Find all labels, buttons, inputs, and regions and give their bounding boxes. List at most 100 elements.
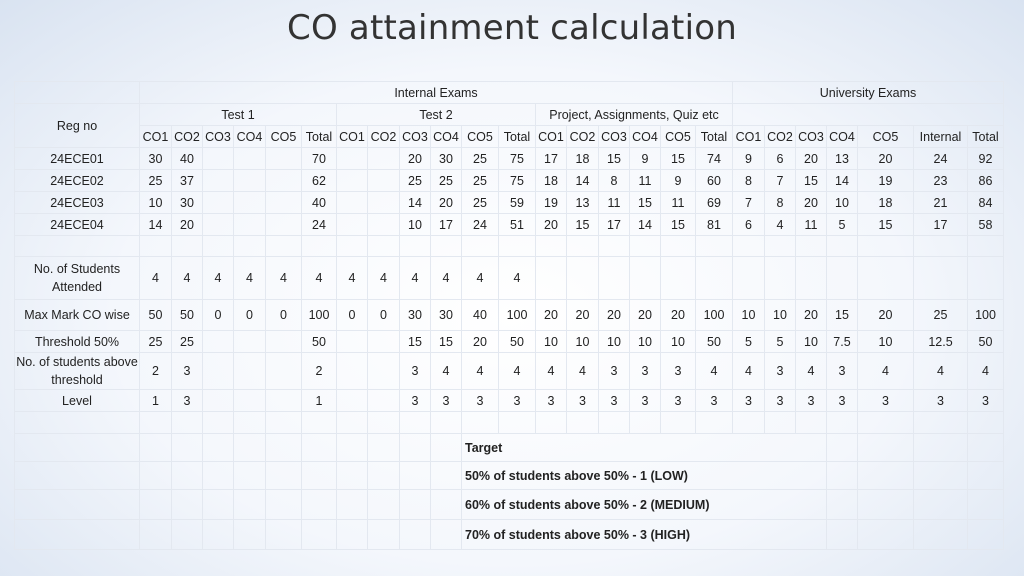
column-header: CO5	[660, 125, 696, 148]
summary-row: Level 1 3 1 3 3 3 3 3 3 3 3 3 3 3 3 3 3 3 3 3	[14, 389, 1004, 412]
empty-cell	[430, 235, 462, 257]
empty-cell	[913, 235, 968, 257]
university-exams-header: University Exams	[732, 81, 1004, 104]
summary-cell	[967, 256, 1004, 300]
empty-cell	[336, 433, 368, 462]
summary-cell: 10	[535, 330, 567, 353]
empty-cell	[265, 433, 302, 462]
mark-cell	[336, 191, 368, 214]
empty-cell	[430, 433, 462, 462]
summary-cell: 100	[695, 299, 733, 331]
empty-cell	[598, 235, 630, 257]
target-row: Target	[14, 433, 1004, 462]
mark-cell	[336, 169, 368, 192]
mark-cell: 84	[967, 191, 1004, 214]
empty-cell	[301, 489, 337, 520]
mark-cell: 11	[660, 191, 696, 214]
empty-cell	[732, 235, 765, 257]
empty-cell	[139, 411, 172, 434]
mark-cell: 10	[399, 213, 431, 236]
summary-cell	[857, 256, 914, 300]
summary-cell: 4	[265, 256, 302, 300]
empty-cell	[826, 235, 858, 257]
mark-cell: 25	[461, 191, 499, 214]
project-header: Project, Assignments, Quiz etc	[535, 103, 733, 126]
summary-cell: 3	[498, 389, 536, 412]
summary-cell	[535, 256, 567, 300]
summary-cell: 3	[171, 352, 203, 390]
summary-cell	[233, 352, 266, 390]
summary-cell: 20	[795, 299, 827, 331]
summary-cell: 50	[695, 330, 733, 353]
summary-cell: 30	[430, 299, 462, 331]
empty-cell	[233, 489, 266, 520]
target-row: 70% of students above 50% - 3 (HIGH)	[14, 519, 1004, 550]
empty-cell	[913, 489, 968, 520]
empty-cell	[202, 433, 234, 462]
mark-cell	[233, 213, 266, 236]
empty-cell	[336, 519, 368, 550]
summary-cell: 50	[171, 299, 203, 331]
empty-cell	[367, 519, 400, 550]
mark-cell: 40	[171, 147, 203, 170]
mark-cell: 25	[430, 169, 462, 192]
empty-cell	[367, 489, 400, 520]
column-header: CO1	[535, 125, 567, 148]
empty-cell	[265, 489, 302, 520]
mark-cell: 60	[695, 169, 733, 192]
summary-cell: 3	[399, 389, 431, 412]
column-header: CO4	[233, 125, 266, 148]
empty-cell	[171, 411, 203, 434]
mark-cell: 62	[301, 169, 337, 192]
summary-cell: 40	[461, 299, 499, 331]
target-row: 60% of students above 50% - 2 (MEDIUM)	[14, 489, 1004, 520]
mark-cell: 20	[535, 213, 567, 236]
summary-cell	[265, 389, 302, 412]
empty-cell	[795, 411, 827, 434]
empty-cell	[732, 411, 765, 434]
empty-cell	[233, 519, 266, 550]
empty-cell	[826, 411, 858, 434]
mark-cell	[336, 213, 368, 236]
mark-cell: 17	[535, 147, 567, 170]
empty-cell	[498, 411, 536, 434]
empty-cell	[399, 461, 431, 490]
mark-cell: 15	[629, 191, 661, 214]
mark-cell: 23	[913, 169, 968, 192]
empty-cell	[967, 411, 1004, 434]
summary-cell: 50	[967, 330, 1004, 353]
summary-cell	[629, 256, 661, 300]
mark-cell: 8	[732, 169, 765, 192]
column-header: CO1	[139, 125, 172, 148]
empty-cell	[913, 433, 968, 462]
mark-cell: 15	[660, 147, 696, 170]
mark-cell: 8	[764, 191, 796, 214]
reg-no-header: Reg no	[14, 103, 140, 148]
summary-cell: 3	[795, 389, 827, 412]
column-header: CO2	[367, 125, 400, 148]
mark-cell: 75	[498, 147, 536, 170]
mark-cell: 7	[732, 191, 765, 214]
empty-cell	[233, 461, 266, 490]
summary-cell: 15	[399, 330, 431, 353]
mark-cell: 20	[857, 147, 914, 170]
empty-cell	[695, 411, 733, 434]
empty-cell	[139, 519, 172, 550]
mark-cell: 7	[764, 169, 796, 192]
empty-cell	[202, 461, 234, 490]
summary-cell: 4	[430, 352, 462, 390]
empty-cell	[171, 433, 203, 462]
summary-cell: 4	[461, 352, 499, 390]
empty-cell	[967, 489, 1004, 520]
mark-cell: 14	[629, 213, 661, 236]
summary-cell: 4	[233, 256, 266, 300]
summary-cell	[695, 256, 733, 300]
empty-cell	[430, 411, 462, 434]
mark-cell	[265, 169, 302, 192]
summary-cell: 4	[336, 256, 368, 300]
empty-cell	[535, 411, 567, 434]
target-line: 50% of students above 50% - 1 (LOW)	[461, 461, 827, 490]
mark-cell: 18	[535, 169, 567, 192]
mark-cell: 15	[598, 147, 630, 170]
mark-cell: 25	[461, 169, 499, 192]
